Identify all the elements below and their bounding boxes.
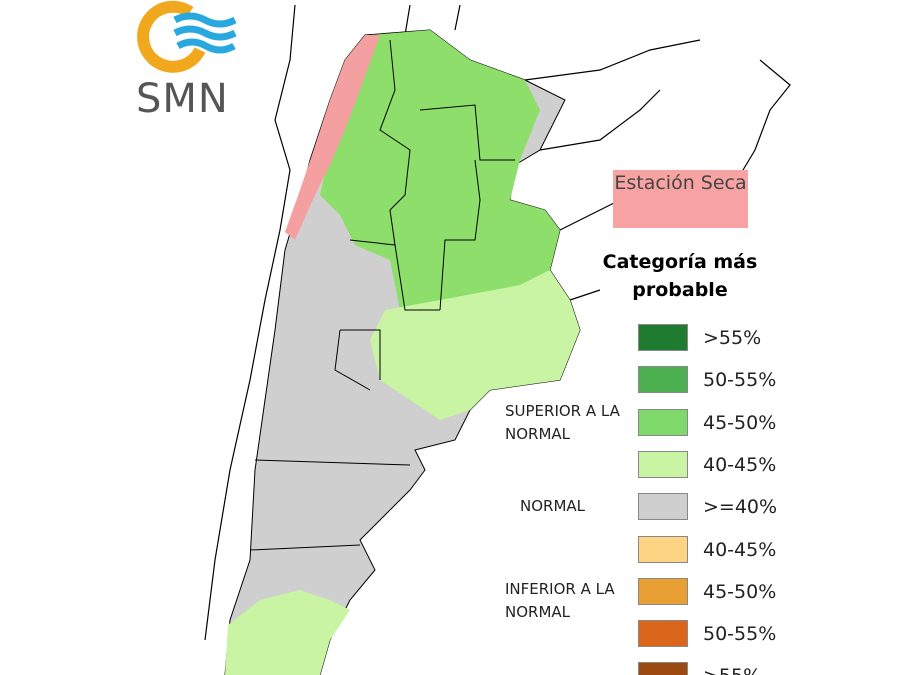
legend-label: 45-50%	[703, 580, 777, 603]
legend-swatch	[638, 324, 688, 351]
legend-label: >55%	[703, 664, 761, 675]
legend-group-label: INFERIOR A LA NORMAL	[505, 580, 615, 621]
neighbor-borders	[204, 4, 791, 641]
legend-label: 50-55%	[703, 369, 777, 392]
logo-mark	[137, 0, 237, 73]
legend-label: 40-45%	[703, 538, 777, 561]
legend-label: 50-55%	[703, 623, 777, 646]
legend-label: 40-45%	[703, 453, 777, 476]
legend-group-label: SUPERIOR A LA NORMAL	[505, 402, 620, 443]
legend-label: >=40%	[703, 496, 778, 519]
legend-swatch	[638, 662, 688, 675]
legend-title: Categoría más probable	[602, 251, 758, 301]
legend-swatch	[638, 535, 688, 563]
legend-swatch	[638, 366, 688, 394]
legend-swatch	[638, 450, 688, 478]
annotation: Estación Seca	[614, 172, 747, 194]
legend-label: 45-50%	[703, 411, 777, 434]
legend-swatch	[638, 577, 688, 605]
region-dry	[285, 35, 380, 240]
legend-swatch	[638, 408, 688, 436]
region-lightgreen	[370, 270, 580, 420]
province-borders	[249, 39, 515, 551]
legend-swatch	[638, 493, 688, 521]
legend-label: >55%	[703, 327, 762, 349]
region-lightgreen-south	[225, 590, 350, 675]
annotation-box	[613, 170, 748, 228]
legend-swatch	[638, 620, 688, 648]
legend-group-label: NORMAL	[520, 497, 586, 515]
region-green	[320, 30, 560, 310]
logo-text: SMN	[136, 76, 229, 122]
